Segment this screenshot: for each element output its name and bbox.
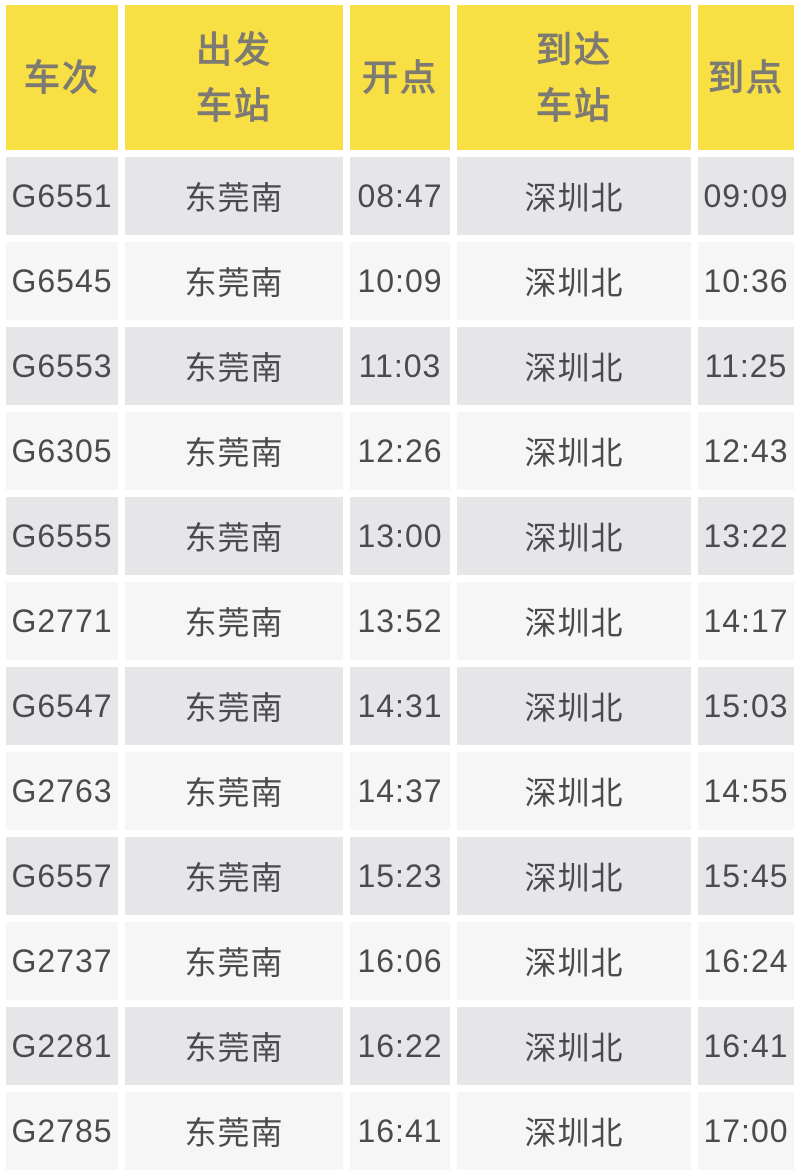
arrival-time-cell: 11:25	[698, 327, 794, 405]
departure-station-cell: 东莞南	[125, 242, 343, 320]
departure-station-cell: 东莞南	[125, 497, 343, 575]
arrival-time-cell: 14:55	[698, 752, 794, 830]
header-label-line2: 车站	[535, 84, 612, 126]
train-number-cell: G2737	[6, 922, 118, 1000]
arrival-station-cell: 深圳北	[457, 1007, 691, 1085]
train-number-cell: G2771	[6, 582, 118, 660]
arrival-station-cell: 深圳北	[457, 157, 691, 235]
train-number-cell: G6553	[6, 327, 118, 405]
train-number-cell: G2763	[6, 752, 118, 830]
arrival-station-cell: 深圳北	[457, 497, 691, 575]
departure-station-cell: 东莞南	[125, 412, 343, 490]
header-label-line2: 车站	[195, 84, 272, 126]
train-number-cell: G2785	[6, 1092, 118, 1170]
train-number-cell: G6545	[6, 242, 118, 320]
train-number-cell: G6547	[6, 667, 118, 745]
arrival-time-cell: 17:00	[698, 1092, 794, 1170]
departure-station-cell: 东莞南	[125, 1092, 343, 1170]
departure-time-cell: 14:31	[350, 667, 450, 745]
header-label: 开点	[361, 56, 438, 98]
header-label: 到点	[707, 56, 784, 98]
arrival-time-cell: 10:36	[698, 242, 794, 320]
departure-time-cell: 15:23	[350, 837, 450, 915]
departure-time-cell: 13:00	[350, 497, 450, 575]
arrival-time-cell: 13:22	[698, 497, 794, 575]
departure-station-cell: 东莞南	[125, 1007, 343, 1085]
departure-time-cell: 14:37	[350, 752, 450, 830]
header-arrival-station: 到达 车站	[457, 5, 691, 150]
departure-station-cell: 东莞南	[125, 157, 343, 235]
arrival-time-cell: 15:03	[698, 667, 794, 745]
header-label-line1: 出发	[195, 28, 272, 70]
departure-station-cell: 东莞南	[125, 837, 343, 915]
train-number-cell: G6555	[6, 497, 118, 575]
departure-time-cell: 10:09	[350, 242, 450, 320]
arrival-time-cell: 09:09	[698, 157, 794, 235]
departure-time-cell: 12:26	[350, 412, 450, 490]
departure-time-cell: 13:52	[350, 582, 450, 660]
arrival-time-cell: 16:41	[698, 1007, 794, 1085]
arrival-station-cell: 深圳北	[457, 1092, 691, 1170]
train-number-cell: G2281	[6, 1007, 118, 1085]
arrival-time-cell: 15:45	[698, 837, 794, 915]
header-label: 车次	[23, 56, 100, 98]
departure-station-cell: 东莞南	[125, 327, 343, 405]
arrival-time-cell: 12:43	[698, 412, 794, 490]
arrival-station-cell: 深圳北	[457, 837, 691, 915]
departure-time-cell: 08:47	[350, 157, 450, 235]
departure-time-cell: 16:22	[350, 1007, 450, 1085]
arrival-time-cell: 16:24	[698, 922, 794, 1000]
departure-station-cell: 东莞南	[125, 922, 343, 1000]
arrival-station-cell: 深圳北	[457, 327, 691, 405]
header-departure-station: 出发 车站	[125, 5, 343, 150]
arrival-station-cell: 深圳北	[457, 752, 691, 830]
header-train-number: 车次	[6, 5, 118, 150]
departure-station-cell: 东莞南	[125, 752, 343, 830]
header-label-line1: 到达	[535, 28, 612, 70]
departure-time-cell: 16:41	[350, 1092, 450, 1170]
arrival-station-cell: 深圳北	[457, 582, 691, 660]
train-number-cell: G6557	[6, 837, 118, 915]
departure-time-cell: 16:06	[350, 922, 450, 1000]
train-number-cell: G6551	[6, 157, 118, 235]
header-departure-time: 开点	[350, 5, 450, 150]
arrival-station-cell: 深圳北	[457, 922, 691, 1000]
arrival-time-cell: 14:17	[698, 582, 794, 660]
train-number-cell: G6305	[6, 412, 118, 490]
arrival-station-cell: 深圳北	[457, 242, 691, 320]
departure-station-cell: 东莞南	[125, 582, 343, 660]
arrival-station-cell: 深圳北	[457, 667, 691, 745]
header-arrival-time: 到点	[698, 5, 794, 150]
departure-station-cell: 东莞南	[125, 667, 343, 745]
arrival-station-cell: 深圳北	[457, 412, 691, 490]
departure-time-cell: 11:03	[350, 327, 450, 405]
